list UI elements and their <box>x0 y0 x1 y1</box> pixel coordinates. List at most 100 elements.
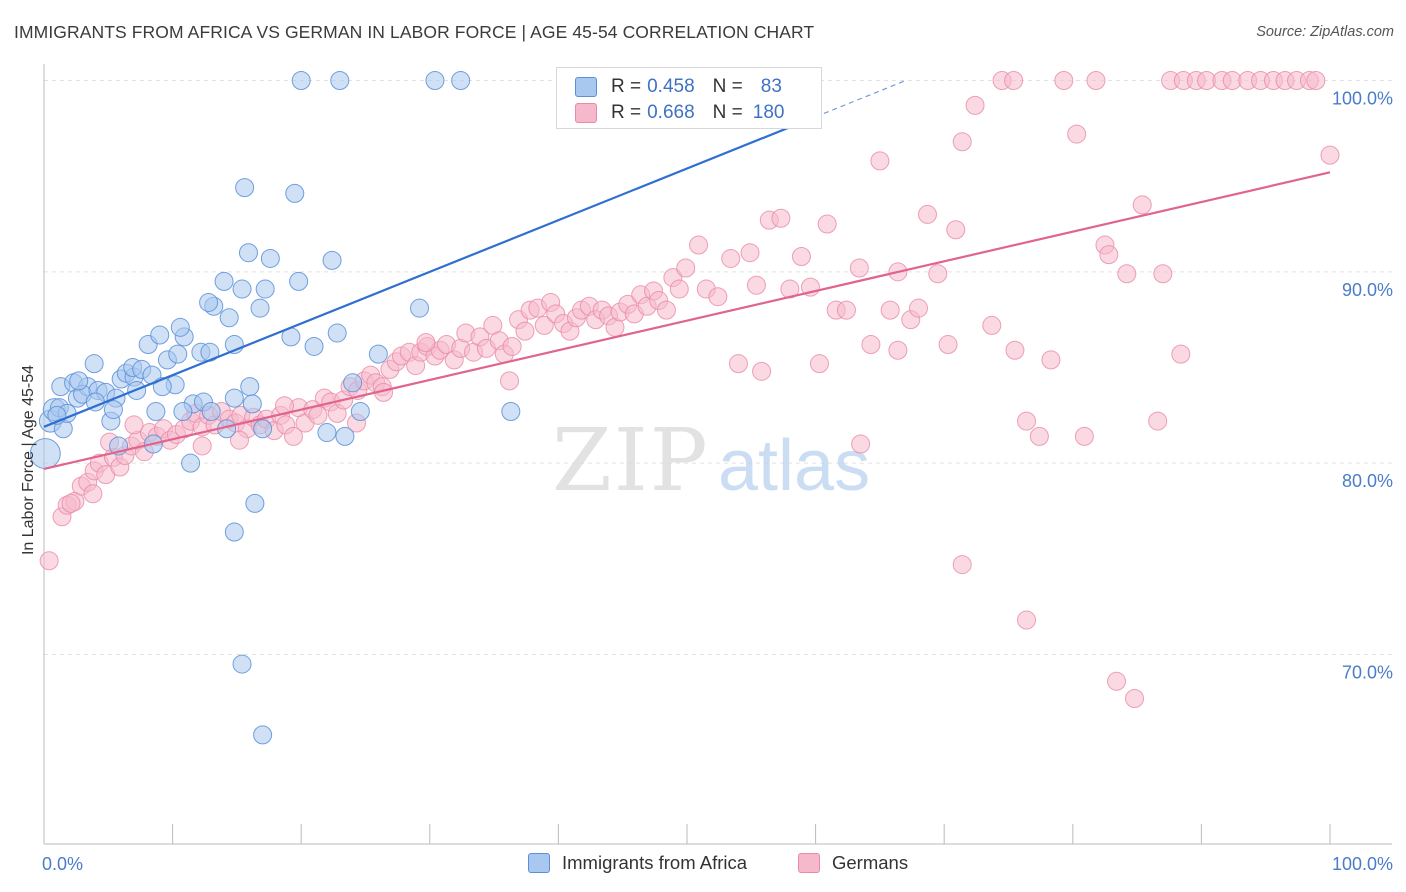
trend-line-germans <box>43 171 1331 470</box>
point-immigrants-from-africa <box>146 402 166 422</box>
series-immigrants-from-africa <box>29 71 755 745</box>
trend-line-africa-extension <box>815 79 906 118</box>
point-immigrants-from-africa <box>214 271 234 291</box>
point-immigrants-from-africa <box>224 388 244 408</box>
point-germans <box>849 258 869 278</box>
point-germans <box>1125 689 1145 709</box>
point-germans <box>917 204 937 224</box>
point-germans <box>771 208 791 228</box>
point-germans <box>982 315 1002 335</box>
point-immigrants-from-africa <box>330 71 350 90</box>
point-germans <box>308 405 328 425</box>
point-immigrants-from-africa <box>150 325 170 345</box>
point-immigrants-from-africa <box>199 292 219 312</box>
point-germans <box>1171 344 1191 364</box>
legend-swatch-africa <box>575 77 597 97</box>
point-germans <box>1107 671 1127 691</box>
point-germans <box>880 300 900 320</box>
point-germans <box>1005 340 1025 360</box>
legend-row-germans: R = 0.668 N = 180 <box>575 100 784 126</box>
point-germans <box>124 415 144 435</box>
point-germans <box>416 333 436 353</box>
point-germans <box>1148 411 1168 431</box>
source-label: Source: ZipAtlas.com <box>1256 24 1394 40</box>
bottom-legend-label-germans: Germans <box>832 852 909 873</box>
point-germans <box>938 335 958 355</box>
point-germans <box>1074 426 1094 446</box>
point-immigrants-from-africa <box>255 279 275 299</box>
watermark-atlas: atlas <box>718 426 870 506</box>
point-germans <box>1320 145 1340 165</box>
point-immigrants-from-africa <box>253 725 273 745</box>
point-germans <box>1017 610 1037 630</box>
point-germans <box>1004 71 1024 90</box>
point-germans <box>1017 411 1037 431</box>
point-germans <box>928 264 948 284</box>
point-immigrants-from-africa <box>181 453 201 473</box>
point-immigrants-from-africa <box>322 250 342 270</box>
legend-n-label: N = <box>712 102 743 123</box>
point-immigrants-from-africa <box>350 402 370 422</box>
point-germans <box>740 243 760 263</box>
point-germans <box>870 151 890 171</box>
watermark-zip: ZIP <box>552 411 710 511</box>
legend-n-label: N = <box>712 76 743 97</box>
point-germans <box>946 220 966 240</box>
point-germans <box>1153 264 1173 284</box>
point-germans <box>1029 426 1049 446</box>
legend-r-value: 0.458 <box>647 76 695 97</box>
point-germans <box>888 340 908 360</box>
point-immigrants-from-africa <box>451 71 471 90</box>
legend-swatch-germans <box>575 103 597 123</box>
point-germans <box>851 434 871 454</box>
point-germans <box>952 555 972 575</box>
point-germans <box>836 300 856 320</box>
y-tick-label: 70.0% <box>1342 663 1393 683</box>
y-tick-label: 80.0% <box>1342 471 1393 491</box>
point-immigrants-from-africa <box>291 71 311 90</box>
point-germans <box>809 354 829 374</box>
point-immigrants-from-africa <box>173 402 193 422</box>
point-germans <box>1041 350 1061 370</box>
point-germans <box>534 315 554 335</box>
chart-title: IMMIGRANTS FROM AFRICA VS GERMAN IN LABO… <box>14 22 815 42</box>
point-immigrants-from-africa <box>232 654 252 674</box>
y-tick-label: 100.0% <box>1332 89 1393 109</box>
legend-r-value: 0.668 <box>647 102 695 123</box>
point-immigrants-from-africa <box>304 336 324 356</box>
point-germans <box>791 247 811 267</box>
point-immigrants-from-africa <box>410 298 430 318</box>
point-germans <box>728 354 748 374</box>
point-immigrants-from-africa <box>501 402 521 422</box>
point-immigrants-from-africa <box>69 371 89 391</box>
point-immigrants-from-africa <box>242 394 262 414</box>
y-tick-labels: 70.0% 80.0% 90.0% 100.0% <box>1332 89 1393 683</box>
point-immigrants-from-africa <box>425 71 445 90</box>
legend-n-value: 83 <box>760 76 782 97</box>
trend-line-africa <box>43 115 817 428</box>
point-germans <box>1099 245 1119 265</box>
point-germans <box>1067 124 1087 144</box>
point-immigrants-from-africa <box>170 317 190 337</box>
point-immigrants-from-africa <box>317 423 337 443</box>
point-immigrants-from-africa <box>327 323 347 343</box>
point-immigrants-from-africa <box>253 419 273 439</box>
point-immigrants-from-africa <box>224 522 244 542</box>
y-tick-label: 90.0% <box>1342 280 1393 300</box>
point-germans <box>61 493 81 513</box>
point-germans <box>83 484 103 504</box>
y-axis-title: In Labor Force | Age 45-54 <box>20 365 37 555</box>
point-immigrants-from-africa <box>285 183 305 203</box>
point-germans <box>502 336 522 356</box>
point-immigrants-from-africa <box>368 344 388 364</box>
point-immigrants-from-africa <box>260 248 280 268</box>
point-immigrants-from-africa <box>201 402 221 422</box>
point-germans <box>708 287 728 307</box>
gridlines <box>44 80 1392 655</box>
point-germans <box>656 300 676 320</box>
point-immigrants-from-africa <box>335 426 355 446</box>
point-germans <box>515 321 535 341</box>
point-immigrants-from-africa <box>168 344 188 364</box>
legend-row-africa: R = 0.458 N = 83 <box>575 74 782 100</box>
